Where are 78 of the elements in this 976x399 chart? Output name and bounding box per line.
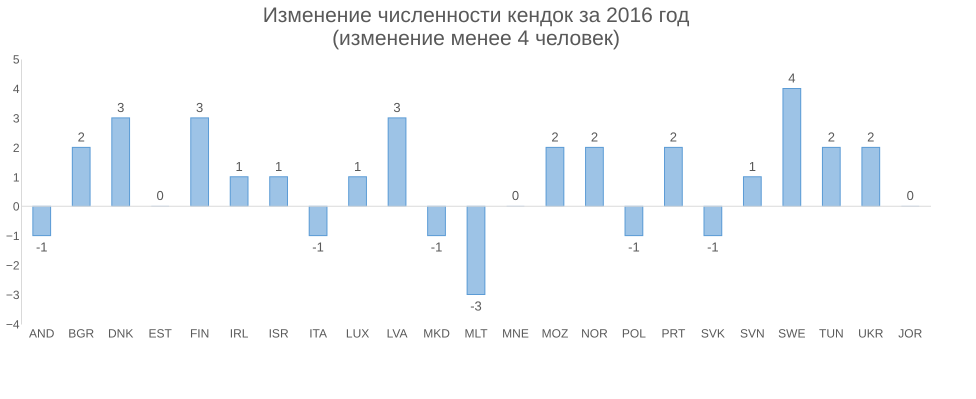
bar [742, 176, 762, 207]
y-tick-label: −4 [6, 318, 20, 332]
x-tick-label: MNE [502, 326, 529, 340]
bar [190, 117, 210, 207]
bar [861, 146, 880, 207]
bar [427, 206, 446, 236]
bar [546, 146, 564, 207]
data-label: -3 [470, 298, 482, 314]
x-tick-label: SVK [700, 326, 725, 340]
bar [585, 146, 604, 207]
data-label: 2 [590, 129, 598, 144]
y-tick-label: −2 [6, 258, 20, 273]
data-label: -1 [312, 240, 324, 255]
bar [664, 146, 683, 207]
data-label: 3 [393, 100, 401, 115]
bar [348, 176, 367, 207]
data-label: 4 [788, 70, 796, 86]
data-label: -1 [628, 240, 640, 255]
data-label: -1 [707, 240, 719, 255]
y-tick-label: 0 [12, 200, 20, 214]
data-label: 1 [274, 158, 282, 174]
x-tick-label: BGR [68, 326, 95, 340]
y-tick-label: 5 [12, 52, 20, 66]
bar [72, 146, 91, 207]
data-label: 2 [78, 129, 85, 144]
bar [308, 206, 328, 236]
y-tick-label: 1 [12, 170, 20, 184]
y-tick-label: 4 [12, 82, 20, 96]
bar [822, 146, 841, 207]
data-label: 2 [670, 129, 678, 144]
bar [624, 206, 644, 236]
bar [269, 176, 288, 207]
x-tick-label: FIN [190, 326, 210, 340]
bar [32, 206, 52, 236]
x-tick-label: NOR [581, 326, 608, 340]
data-label: 2 [828, 129, 835, 144]
x-tick-label: JOR [898, 326, 923, 340]
data-label: 1 [748, 158, 756, 174]
data-label: 2 [551, 129, 559, 144]
y-tick-label: −3 [6, 288, 20, 302]
x-tick-label: LUX [346, 326, 370, 340]
x-tick-label: IRL [230, 326, 249, 340]
y-tick-label: 3 [12, 111, 20, 126]
data-label: 3 [196, 100, 204, 115]
y-tick-label: −1 [6, 229, 20, 244]
x-tick-label: EST [148, 326, 172, 340]
data-label: -1 [430, 240, 442, 255]
text: Изменение численности кендок за 2016 год [262, 4, 690, 27]
x-tick-label: SVN [740, 326, 765, 340]
x-tick-label: UKR [858, 326, 884, 340]
x-tick-label: PRT [662, 326, 686, 340]
bar [703, 206, 722, 236]
x-tick-label: MOZ [542, 326, 568, 340]
bar [388, 117, 406, 207]
y-tick-label: 2 [12, 140, 20, 155]
bar [230, 176, 249, 207]
x-tick-label: SWE [778, 326, 806, 340]
data-label: 1 [354, 158, 362, 174]
bar [111, 117, 130, 207]
x-tick-label: ITA [309, 326, 327, 340]
x-tick-label: POL [622, 326, 646, 340]
x-tick-label: LVA [386, 326, 408, 340]
text: (изменение менее 4 человек) [332, 27, 620, 50]
x-tick-label: ISR [268, 326, 289, 340]
x-tick-label: TUN [818, 326, 844, 340]
data-label: 0 [512, 188, 520, 204]
bar [466, 206, 486, 296]
data-label: 0 [906, 188, 914, 204]
x-tick-label: MLT [464, 326, 488, 340]
x-tick-label: AND [29, 326, 55, 340]
data-label: -1 [36, 240, 48, 255]
data-label: 1 [236, 158, 243, 174]
x-tick-label: MKD [423, 326, 450, 340]
data-label: 3 [117, 100, 124, 115]
data-label: 2 [867, 129, 874, 144]
data-label: 0 [156, 188, 164, 204]
x-tick-label: DNK [108, 326, 134, 340]
bar [782, 88, 802, 207]
